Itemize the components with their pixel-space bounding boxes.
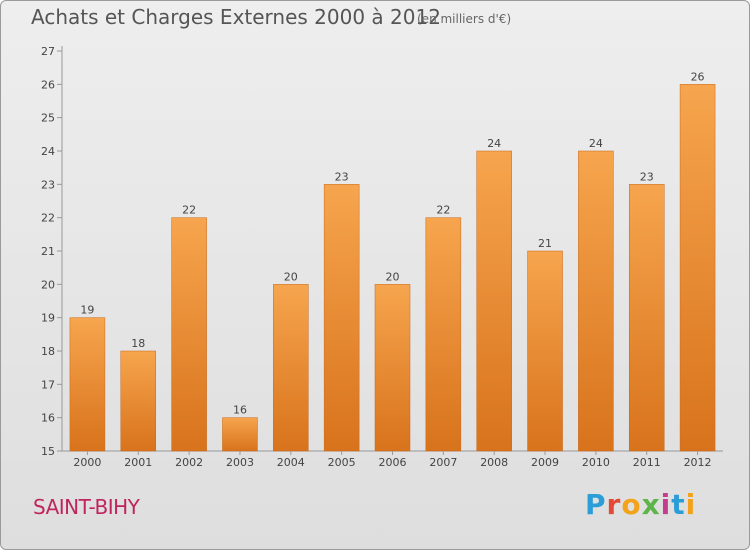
y-tick-label: 15 <box>41 445 55 458</box>
bar-value-label: 22 <box>182 204 196 217</box>
y-tick-label: 20 <box>41 278 55 291</box>
logo-letter: x <box>641 488 661 521</box>
y-tick-label: 23 <box>41 178 55 191</box>
x-tick-label: 2010 <box>582 456 610 469</box>
logo-letter: i <box>685 488 697 521</box>
x-tick-label: 2001 <box>124 456 152 469</box>
bar <box>527 250 563 452</box>
bar <box>425 217 462 452</box>
bar <box>578 150 614 452</box>
y-tick-label: 22 <box>41 212 55 225</box>
bar-value-label: 20 <box>386 270 400 283</box>
bar-value-label: 18 <box>131 337 145 350</box>
bar-value-label: 19 <box>80 304 94 317</box>
y-tick-label: 24 <box>41 145 55 158</box>
x-tick-label: 2011 <box>633 456 661 469</box>
bar <box>120 350 157 452</box>
y-tick-label: 16 <box>41 412 55 425</box>
bar <box>69 317 106 452</box>
bar-value-label: 23 <box>640 170 654 183</box>
x-tick-label: 2003 <box>226 456 254 469</box>
bar <box>222 417 258 452</box>
proxiti-logo: Proxiti <box>585 488 696 521</box>
chart-title: Achats et Charges Externes 2000 à 2012 <box>31 5 441 29</box>
bar-value-label: 20 <box>284 270 298 283</box>
bar-value-label: 23 <box>335 170 349 183</box>
bar <box>374 284 411 452</box>
bar-value-label: 24 <box>589 137 603 150</box>
y-tick-label: 25 <box>41 112 55 125</box>
logo-letter: P <box>585 488 607 521</box>
x-tick-label: 2012 <box>684 456 712 469</box>
chart-subtitle: (en milliers d'€) <box>417 12 512 26</box>
y-tick-label: 27 <box>41 45 55 58</box>
bar-value-label: 26 <box>691 70 705 83</box>
y-tick-label: 18 <box>41 345 55 358</box>
x-tick-label: 2008 <box>480 456 508 469</box>
bar <box>476 150 512 452</box>
bar <box>171 217 207 452</box>
x-tick-label: 2004 <box>277 456 305 469</box>
x-tick-label: 2005 <box>328 456 356 469</box>
bar <box>273 284 309 452</box>
commune-name: SAINT-BIHY <box>33 495 140 519</box>
y-tick-label: 26 <box>41 78 55 91</box>
x-tick-label: 2009 <box>531 456 559 469</box>
y-tick-label: 17 <box>41 378 55 391</box>
x-tick-label: 2007 <box>429 456 457 469</box>
logo-letter: i <box>660 488 672 521</box>
y-tick-label: 21 <box>41 245 55 258</box>
bar-value-label: 24 <box>487 137 501 150</box>
bar-value-label: 21 <box>538 237 552 250</box>
bar <box>679 84 716 452</box>
logo-letter: o <box>621 488 642 521</box>
y-tick-label: 19 <box>41 312 55 325</box>
x-tick-label: 2000 <box>73 456 101 469</box>
x-tick-label: 2006 <box>379 456 407 469</box>
logo-letter: r <box>606 488 622 521</box>
bar <box>628 184 665 452</box>
bar <box>323 184 360 452</box>
bar-value-label: 16 <box>233 404 247 417</box>
x-tick-label: 2002 <box>175 456 203 469</box>
logo-letter: t <box>671 488 686 521</box>
bar-value-label: 22 <box>436 204 450 217</box>
